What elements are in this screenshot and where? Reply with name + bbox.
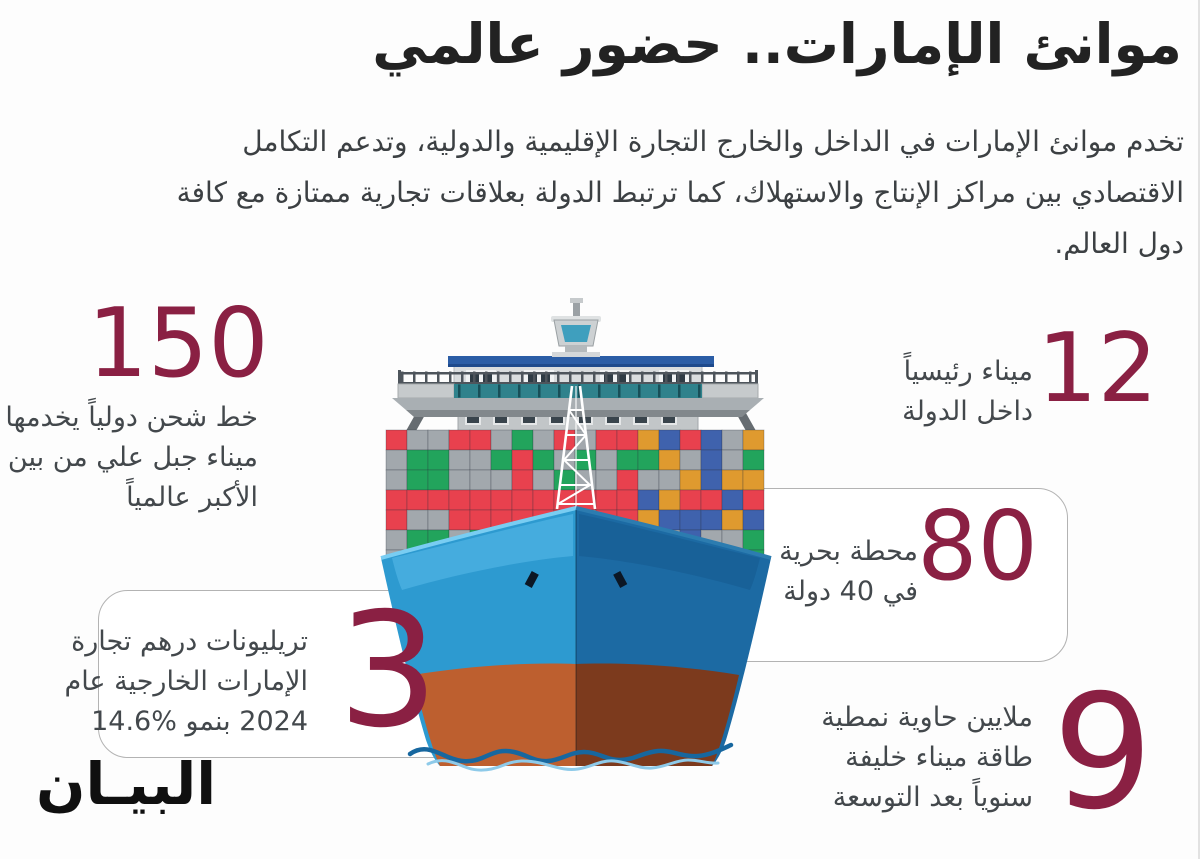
tower-window (561, 325, 591, 342)
intro-paragraph: تخدم موانئ الإمارات في الداخل والخارج ال… (104, 116, 1184, 269)
stat-foreign-trade-label: تريليونات درهم تجارة الإمارات الخارجية ع… (64, 626, 308, 737)
bridge-cabin (448, 356, 714, 395)
stat-main-ports-value: 12 (1037, 314, 1158, 424)
stat-marine-terminals-value: 80 (917, 492, 1038, 602)
stat-shipping-lines-label: خط شحن دولياً يخدمها ميناء جبل علي من بي… (5, 402, 258, 513)
stat-khalifa-capacity-value: 9 (1052, 661, 1153, 845)
intro-line: تخدم موانئ الإمارات في الداخل والخارج ال… (242, 125, 1184, 158)
hawsepipe (524, 570, 539, 588)
intro-line: الاقتصادي بين مراكز الإنتاج والاستهلاك، … (176, 176, 1184, 209)
stat-marine-terminals-label: محطة بحرية في 40 دولة (779, 536, 918, 607)
stat-foreign-trade-value: 3 (338, 579, 439, 763)
stat-main-ports-label: ميناء رئيسياً داخل الدولة (902, 356, 1033, 427)
page-title: موانئ الإمارات.. حضور عالمي (372, 12, 1183, 76)
stat-khalifa-capacity-label: ملايين حاوية نمطية طاقة ميناء خليفة سنوي… (821, 702, 1033, 813)
hawsepipe (613, 570, 628, 588)
control-tower (551, 298, 601, 357)
ship-illustration (380, 298, 772, 772)
bridge-railing (398, 370, 758, 385)
bow-mast (555, 385, 597, 510)
waves (407, 742, 734, 772)
bridge-wings (392, 383, 764, 417)
stat-shipping-lines-value: 150 (87, 289, 269, 399)
bow-hull (380, 506, 772, 766)
al-bayan-logo: البيـان (36, 750, 217, 818)
intro-line: دول العالم. (1054, 227, 1184, 260)
